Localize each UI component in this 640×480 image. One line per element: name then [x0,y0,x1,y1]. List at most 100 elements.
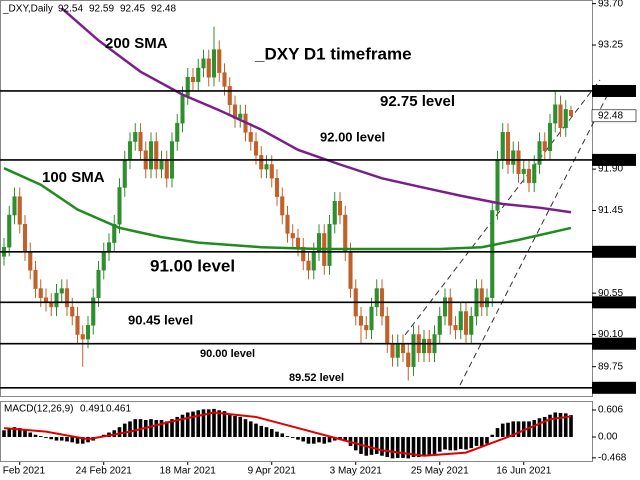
y-tick-label: -0.468 [598,452,627,463]
macd-bar [301,436,306,442]
macd-bar [458,436,463,450]
macd-bar [23,430,27,437]
candle-body [33,269,38,289]
level-annotation: 91.00 level [150,256,235,275]
macd-bar [238,416,243,437]
candle-body [253,141,259,156]
macd-bar [448,436,453,451]
macd-bar [369,436,374,455]
x-tick-label: 2 Feb 2021 [0,466,45,477]
candle-body [364,325,369,331]
macd-bar [264,427,269,437]
macd-bar [154,420,159,437]
candle-body [112,223,117,243]
channel-line [459,89,611,386]
candle-body [358,315,364,326]
candle-body [138,132,143,151]
macd-bar [269,428,274,437]
macd-bar [422,436,426,456]
macd-bar [170,419,174,437]
candle-body [553,104,558,124]
level-tag [592,296,636,309]
candle-body [395,343,400,358]
macd-bar [133,419,138,437]
candle-body [490,210,495,298]
candle-body [400,343,406,354]
candle-body [201,58,206,69]
macd-bar [464,436,468,450]
macd-bar [2,430,6,437]
candle-body [385,315,390,344]
candle-body [343,214,348,253]
level-tag [592,153,636,166]
candle-body [448,297,453,326]
macd-bar [490,434,495,437]
macd-bar [12,427,17,437]
candle-body [64,288,70,308]
candle-body [222,72,227,87]
candle-body [442,297,448,317]
macd-bar [28,432,33,437]
candle-body [259,155,264,170]
candle-body [28,251,33,271]
macd-bar [122,423,127,437]
y-tick-label: 91.45 [598,205,623,216]
candle-body [196,67,201,83]
candle-body [369,306,374,331]
macd-bar [380,436,384,456]
macd-bar [149,419,153,437]
price-tag-label: 92.48 [598,110,623,121]
candle-body [421,338,427,354]
candle-body [54,292,59,308]
candle-body [211,49,217,78]
macd-bar [243,419,248,437]
x-tick-label: 25 May 2021 [411,466,469,477]
candle-body [217,49,222,73]
y-tick-label: 93.70 [598,0,623,9]
macd-bar [7,428,12,437]
candle-body [22,223,28,253]
macd-bar [511,421,516,437]
macd-bar [296,436,300,440]
candle-body [558,104,563,128]
candle-body [542,141,547,151]
macd-bar [212,408,216,437]
macd-bar [54,436,59,441]
macd-bar [548,414,552,437]
macd-bar [117,427,122,437]
macd-layer [2,408,596,459]
macd-bar [159,420,164,437]
candle-body [306,260,311,271]
macd-bar [70,436,75,443]
level-tag [592,245,636,258]
candle-body [227,86,232,106]
macd-bar [275,431,279,437]
macd-bar [427,436,432,456]
ticker: _DXY,Daily [2,4,53,15]
candle-body [148,141,154,170]
candle-body [185,76,190,96]
candle-body [427,338,432,354]
macd-hist-value: 0.491 [80,404,105,415]
macd-bar [201,409,206,437]
sma-line [60,7,572,214]
macd-bar [311,436,316,444]
macd-bar [217,410,222,437]
candle-body [274,178,280,197]
candle-body [106,242,112,253]
candle-body [269,164,274,179]
level-annotation: 89.52 level [289,372,344,384]
legend-label: 100 SMA [42,169,105,186]
macd-bar [532,420,537,437]
candle-body [80,334,85,340]
candle-body [238,113,243,119]
macd-bar [285,436,290,437]
candle-body [311,251,316,271]
macd-bar [527,421,531,437]
candle-body [101,251,106,271]
candle-body [568,110,574,117]
candle-body [117,187,122,225]
candle-body [70,306,75,317]
x-tick-label: 18 Mar 2021 [160,466,217,477]
candle-body [280,196,285,216]
